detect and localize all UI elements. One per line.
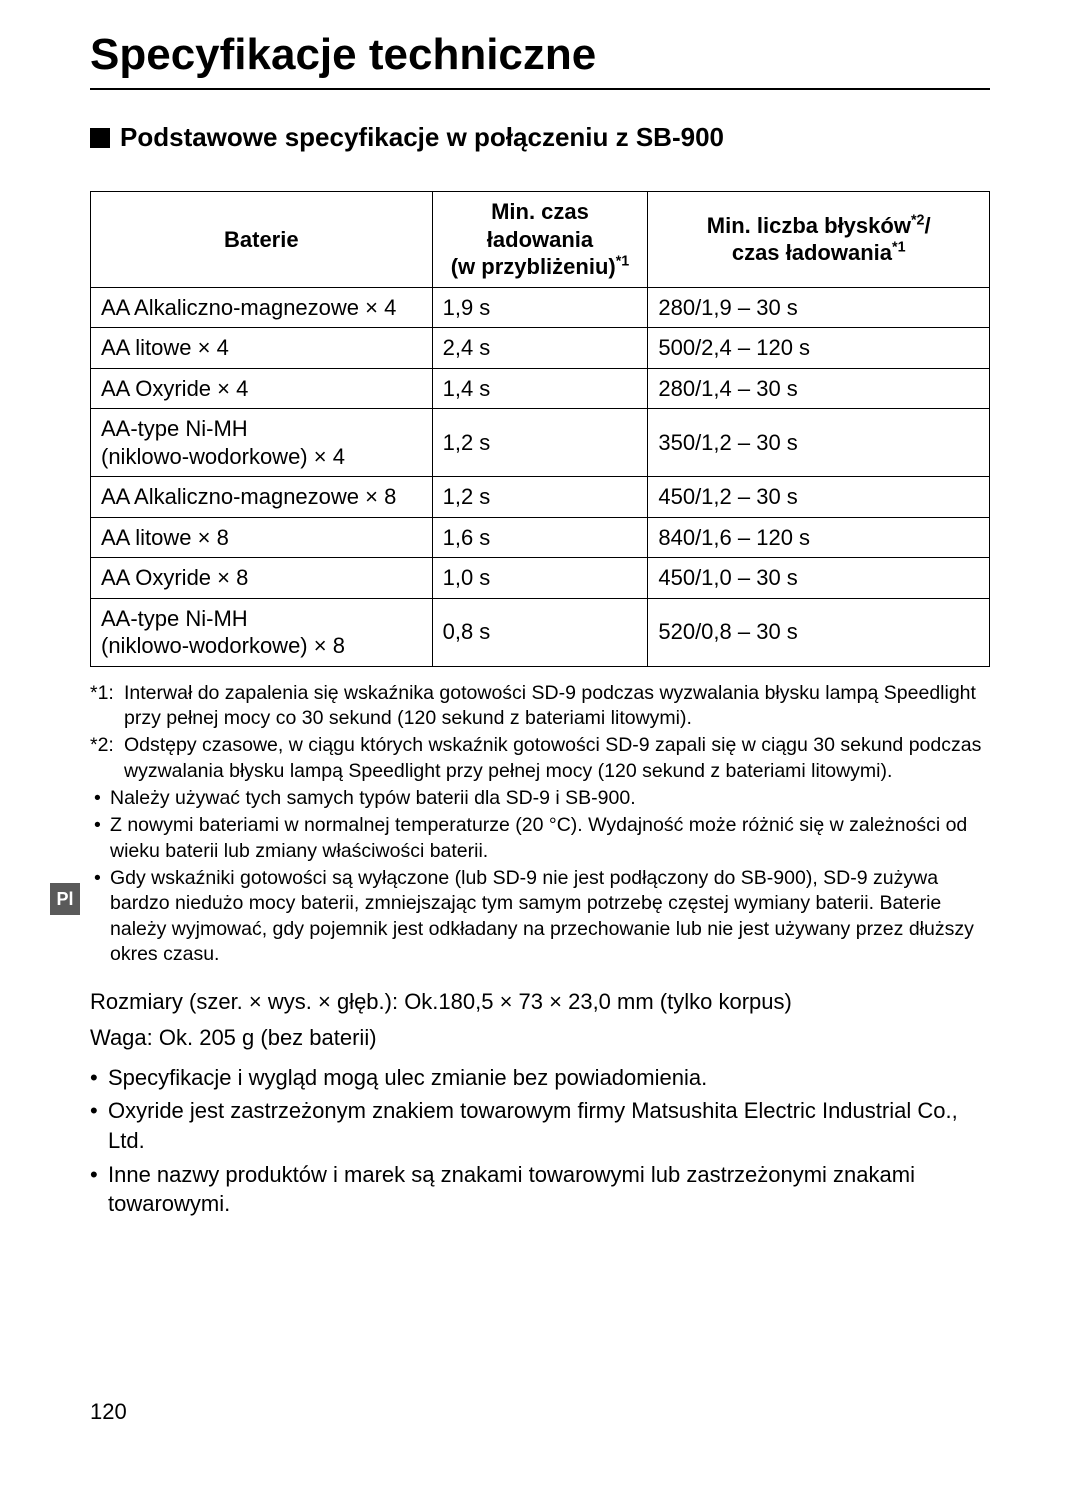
footnote-text: Interwał do zapalenia się wskaźnika goto… [124,681,990,732]
footnote-marker: *1: [90,681,124,732]
bullet-icon: • [90,1160,108,1219]
bullet-icon: • [90,1063,108,1093]
table-row: AA-type Ni-MH (niklowo-wodorkowe) × 8 0,… [91,598,990,666]
dimensions: Rozmiary (szer. × wys. × głęb.): Ok.180,… [90,987,990,1017]
footnote-bullet: • Należy używać tych samych typów bateri… [90,786,990,811]
table-row: AA Alkaliczno-magnezowe × 4 1,9 s 280/1,… [91,287,990,328]
cell-flashes: 520/0,8 – 30 s [648,598,990,666]
cell-flashes: 350/1,2 – 30 s [648,409,990,477]
th-recycle-time: Min. czas ładowania (w przybliżeniu)*1 [432,192,648,288]
square-bullet-icon [90,128,110,148]
cell-battery: AA Alkaliczno-magnezowe × 8 [91,477,433,518]
table-row: AA Oxyride × 4 1,4 s 280/1,4 – 30 s [91,368,990,409]
footnote-bullet-text: Gdy wskaźniki gotowości są wyłączone (lu… [110,866,990,967]
page-title: Specyfikacje techniczne [90,30,990,80]
footnote-bullet: • Gdy wskaźniki gotowości są wyłączone (… [90,866,990,967]
cell-time: 1,9 s [432,287,648,328]
cell-flashes: 450/1,2 – 30 s [648,477,990,518]
page-number: 120 [90,1399,127,1425]
footnote-bullet: • Z nowymi bateriami w normalnej tempera… [90,813,990,864]
footnote-bullet-text: Należy używać tych samych typów baterii … [110,786,990,811]
footnote-1: *1: Interwał do zapalenia się wskaźnika … [90,681,990,732]
cell-time: 2,4 s [432,328,648,369]
section-heading: Podstawowe specyfikacje w połączeniu z S… [90,122,990,153]
lower-bullet: • Inne nazwy produktów i marek są znakam… [90,1160,990,1219]
lower-bullet-text: Specyfikacje i wygląd mogą ulec zmianie … [108,1063,990,1093]
footnote-marker: *2: [90,733,124,784]
cell-flashes: 500/2,4 – 120 s [648,328,990,369]
th-c3-slash: / [924,213,930,238]
th-c3-line1: Min. liczba błysków [707,213,911,238]
bullet-icon: • [90,866,110,967]
cell-flashes: 280/1,9 – 30 s [648,287,990,328]
section-heading-text: Podstawowe specyfikacje w połączeniu z S… [120,122,724,153]
lower-bullets: • Specyfikacje i wygląd mogą ulec zmiani… [90,1063,990,1219]
bullet-icon: • [90,1096,108,1155]
cell-flashes: 280/1,4 – 30 s [648,368,990,409]
cell-flashes: 840/1,6 – 120 s [648,517,990,558]
lower-section: Rozmiary (szer. × wys. × głęb.): Ok.180,… [90,987,990,1219]
table-body: AA Alkaliczno-magnezowe × 4 1,9 s 280/1,… [91,287,990,666]
cell-l1: AA-type Ni-MH [101,606,248,631]
cell-time: 1,6 s [432,517,648,558]
title-rule [90,88,990,90]
cell-time: 1,2 s [432,409,648,477]
footnote-text: Odstępy czasowe, w ciągu których wskaźni… [124,733,990,784]
cell-time: 1,4 s [432,368,648,409]
table-row: AA litowe × 4 2,4 s 500/2,4 – 120 s [91,328,990,369]
table-row: AA-type Ni-MH (niklowo-wodorkowe) × 4 1,… [91,409,990,477]
lower-bullet: • Specyfikacje i wygląd mogą ulec zmiani… [90,1063,990,1093]
cell-time: 0,8 s [432,598,648,666]
table-row: AA Oxyride × 8 1,0 s 450/1,0 – 30 s [91,558,990,599]
th-c3-line2: czas ładowania [732,240,892,265]
th-c3-sup1: *2 [911,212,925,228]
table-row: AA Alkaliczno-magnezowe × 8 1,2 s 450/1,… [91,477,990,518]
table-row: AA litowe × 8 1,6 s 840/1,6 – 120 s [91,517,990,558]
cell-time: 1,0 s [432,558,648,599]
cell-l1: AA-type Ni-MH [101,416,248,441]
cell-battery: AA-type Ni-MH (niklowo-wodorkowe) × 4 [91,409,433,477]
cell-flashes: 450/1,0 – 30 s [648,558,990,599]
cell-battery: AA-type Ni-MH (niklowo-wodorkowe) × 8 [91,598,433,666]
cell-battery: AA Alkaliczno-magnezowe × 4 [91,287,433,328]
th-c2-sup: *1 [616,254,630,270]
th-c3-sup2: *1 [892,240,906,256]
cell-battery: AA litowe × 4 [91,328,433,369]
cell-l2: (niklowo-wodorkowe) × 4 [101,444,345,469]
lower-bullet-text: Oxyride jest zastrzeżonym znakiem towaro… [108,1096,990,1155]
th-batteries: Baterie [91,192,433,288]
th-c2-line2: (w przybliżeniu) [451,254,616,279]
th-c2-line1: Min. czas ładowania [487,199,593,252]
spec-table: Baterie Min. czas ładowania (w przybliże… [90,191,990,667]
lower-bullet: • Oxyride jest zastrzeżonym znakiem towa… [90,1096,990,1155]
cell-battery: AA litowe × 8 [91,517,433,558]
footnote-2: *2: Odstępy czasowe, w ciągu których wsk… [90,733,990,784]
footnotes: *1: Interwał do zapalenia się wskaźnika … [90,681,990,968]
lower-bullet-text: Inne nazwy produktów i marek są znakami … [108,1160,990,1219]
cell-battery: AA Oxyride × 8 [91,558,433,599]
footnote-bullet-text: Z nowymi bateriami w normalnej temperatu… [110,813,990,864]
bullet-icon: • [90,813,110,864]
cell-time: 1,2 s [432,477,648,518]
bullet-icon: • [90,786,110,811]
cell-l2: (niklowo-wodorkowe) × 8 [101,633,345,658]
cell-battery: AA Oxyride × 4 [91,368,433,409]
table-header-row: Baterie Min. czas ładowania (w przybliże… [91,192,990,288]
weight: Waga: Ok. 205 g (bez baterii) [90,1023,990,1053]
th-flash-count: Min. liczba błysków*2/ czas ładowania*1 [648,192,990,288]
language-tab: Pl [50,883,80,915]
